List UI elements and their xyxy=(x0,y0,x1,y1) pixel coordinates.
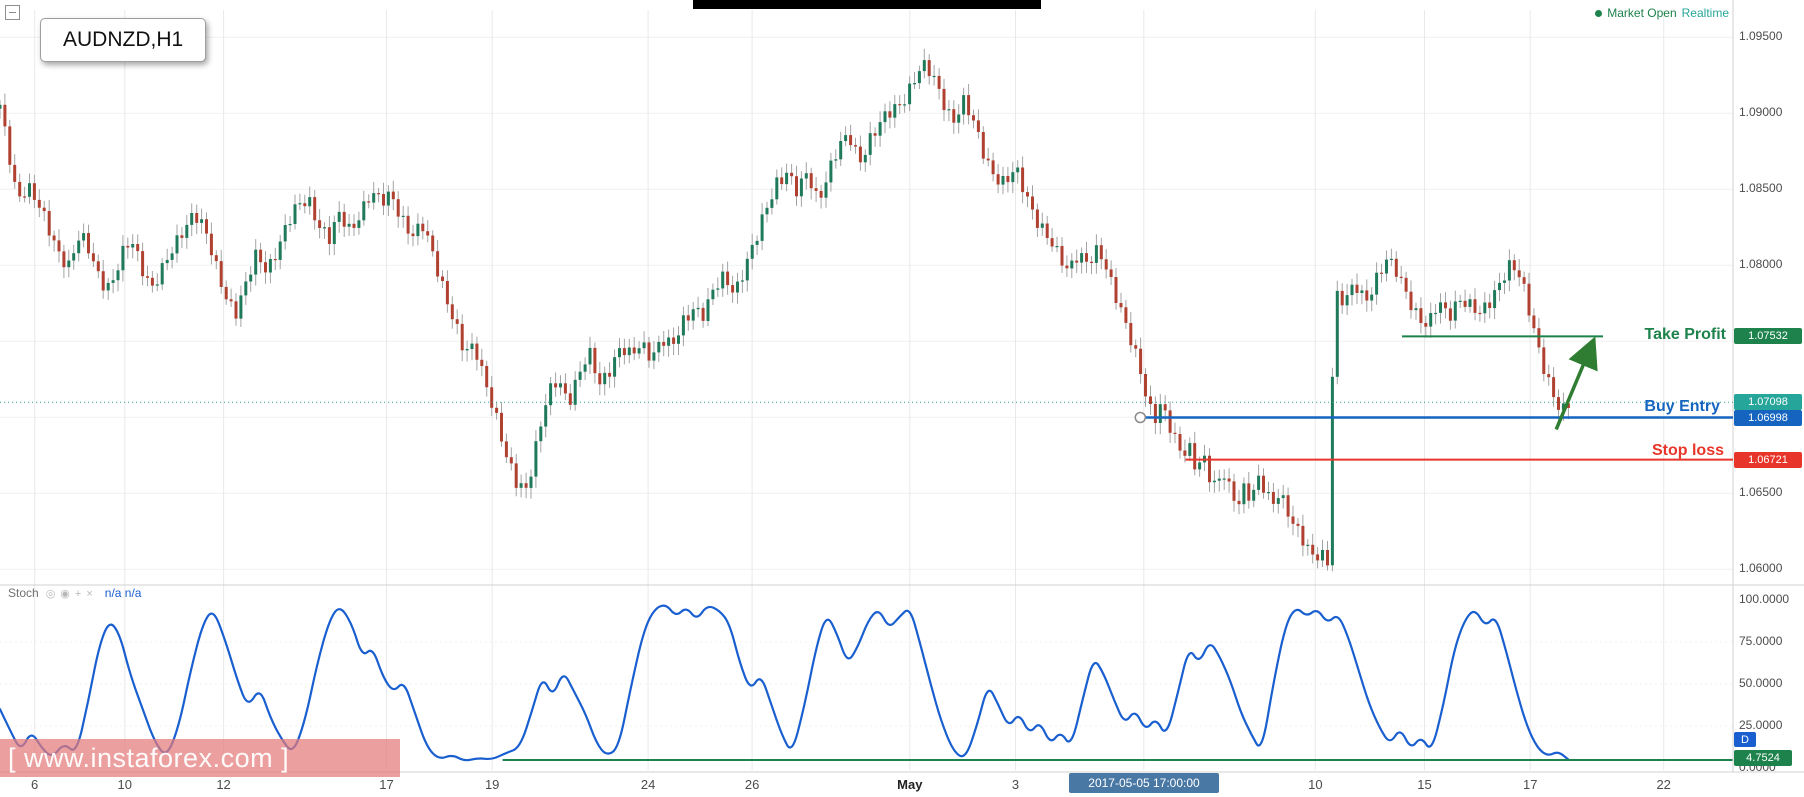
symbol-legend[interactable]: AUDNZD,H1 xyxy=(40,18,207,62)
stop-loss-label[interactable]: Stop loss xyxy=(1651,442,1724,459)
indicator-controls: ◎ ◉ + × xyxy=(46,586,98,600)
drawing-anchor-handle[interactable] xyxy=(1134,411,1147,424)
collapse-pane-icon[interactable] xyxy=(5,5,20,20)
candlestick-series xyxy=(0,48,1570,572)
stochastic-series xyxy=(0,604,1733,762)
visibility-icon[interactable]: ◎ xyxy=(45,588,56,600)
buy-entry-label[interactable]: Buy Entry xyxy=(1644,398,1720,415)
indicator-name[interactable]: Stoch xyxy=(8,586,39,600)
stoch-d-badge: D xyxy=(1734,732,1756,747)
stoch-level-badge: 4.7524 xyxy=(1734,750,1792,766)
indicator-legend: Stoch ◎ ◉ + × n/a n/a xyxy=(8,586,141,600)
buy-direction-arrow[interactable] xyxy=(1554,336,1598,431)
add-icon[interactable]: + xyxy=(74,588,82,600)
delete-icon[interactable]: × xyxy=(86,588,93,600)
gridlines xyxy=(0,10,1733,770)
market-open-dot xyxy=(1595,9,1603,17)
stoch-line xyxy=(0,604,1570,762)
market-open-label: Market Open xyxy=(1607,6,1677,20)
indicator-params: n/a n/a xyxy=(104,586,142,600)
pane-separators xyxy=(0,0,1804,773)
crosshair-time-badge: 2017-05-05 17:00:00 xyxy=(1069,773,1219,793)
trade-drawings[interactable] xyxy=(0,335,1733,461)
realtime-label: Realtime xyxy=(1681,6,1729,20)
market-status: Market Open Realtime xyxy=(1595,6,1729,20)
take-profit-label[interactable]: Take Profit xyxy=(1644,326,1727,343)
top-black-bar xyxy=(693,0,1041,9)
properties-icon[interactable]: ◉ xyxy=(60,588,70,600)
watermark: [ www.instaforex.com ] xyxy=(0,739,400,777)
